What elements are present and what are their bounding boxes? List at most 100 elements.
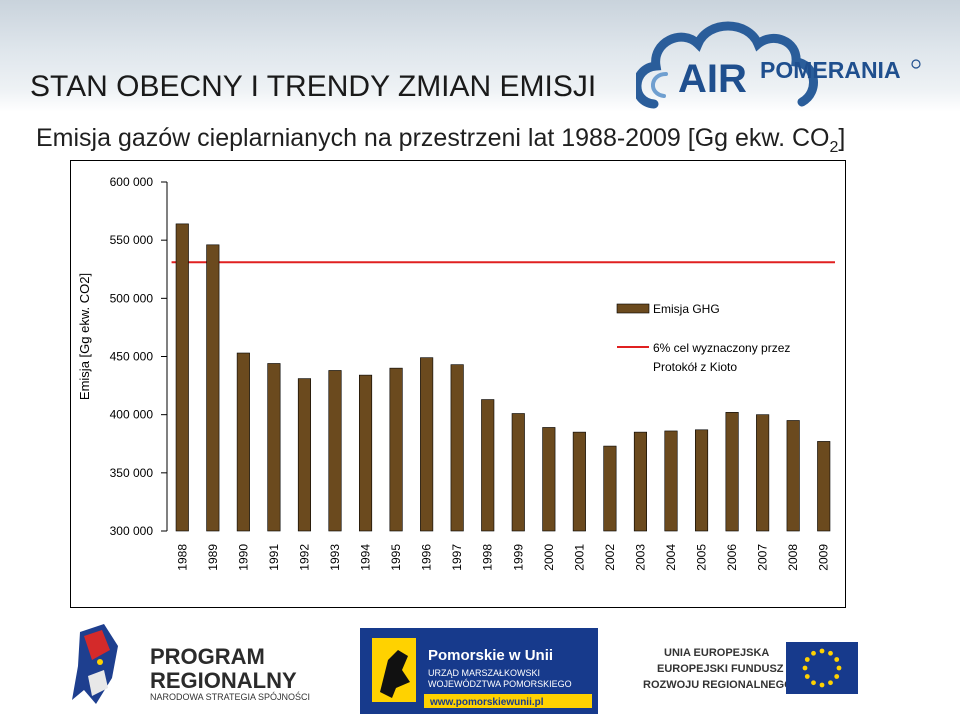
subtitle-text: Emisja gazów cieplarnianych na przestrze…	[36, 124, 830, 152]
bar-2006	[725, 412, 739, 532]
x-tick-label: 2009	[817, 544, 831, 571]
y-tick-label: 450 000	[110, 350, 154, 364]
eu-star	[834, 674, 840, 679]
eu-star	[804, 657, 810, 662]
cloud-icon	[636, 21, 818, 109]
eu-stars-icon	[802, 648, 842, 688]
bar-2007	[756, 414, 770, 532]
eu-star	[819, 682, 825, 688]
y-tick-label: 400 000	[110, 408, 154, 422]
x-tick-label: 1993	[328, 544, 342, 571]
chart-subtitle: Emisja gazów cieplarnianych na przestrze…	[36, 124, 845, 157]
x-tick-label: 2001	[572, 544, 586, 571]
legend-label-ghg: Emisja GHG	[653, 302, 720, 316]
x-tick-label: 2005	[695, 544, 709, 571]
x-tick-label: 1988	[175, 544, 189, 571]
bar-1999	[511, 413, 525, 532]
bar-1993	[328, 370, 342, 532]
y-tick-label: 350 000	[110, 466, 154, 480]
y-tick-label: 600 000	[110, 175, 154, 189]
bar-2009	[817, 441, 831, 532]
svg-text:ROZWOJU REGIONALNEGO: ROZWOJU REGIONALNEGO	[643, 679, 793, 691]
subtitle-subscript: 2	[829, 139, 839, 156]
eu-star	[819, 648, 825, 654]
x-tick-label: 2006	[725, 544, 739, 571]
eu-star	[804, 674, 810, 679]
x-tick-label: 1990	[236, 544, 250, 571]
bar-1995	[389, 367, 403, 532]
svg-text:URZĄD MARSZAŁKOWSKI: URZĄD MARSZAŁKOWSKI	[428, 668, 540, 678]
legend-swatch-ghg	[616, 303, 650, 314]
bar-1992	[297, 378, 312, 532]
x-tick-label: 2008	[786, 544, 800, 571]
pomorskie-w-unii-logo: Pomorskie w Unii URZĄD MARSZAŁKOWSKI WOJ…	[360, 628, 598, 714]
bar-2003	[633, 431, 648, 532]
eu-star	[834, 657, 840, 662]
svg-text:EUROPEJSKI FUNDUSZ: EUROPEJSKI FUNDUSZ	[657, 663, 784, 675]
eu-star	[836, 665, 842, 671]
bar-1998	[481, 399, 495, 532]
svg-text:Pomorskie w Unii: Pomorskie w Unii	[428, 647, 553, 664]
x-tick-label: 1999	[511, 544, 525, 571]
x-tick-label: 1995	[389, 544, 403, 571]
unia-europejska-logo: UNIA EUROPEJSKA EUROPEJSKI FUNDUSZ ROZWO…	[643, 642, 858, 694]
bar-2004	[664, 430, 678, 532]
griffin-icon	[380, 650, 410, 698]
x-tick-label: 1996	[420, 544, 434, 571]
bar-2000	[542, 427, 556, 532]
x-tick-label: 2002	[603, 544, 617, 571]
subtitle-end: ]	[838, 124, 846, 152]
x-axis-labels: 1988 1989 1990 1991 1992 1993 1994 1995 1996 1997…	[175, 544, 830, 571]
x-tick-label: 2004	[664, 544, 678, 571]
eu-star	[828, 650, 833, 656]
bar-1991	[267, 363, 281, 532]
airpomerania-logo: AIR POMERANIA	[636, 21, 921, 109]
x-tick-label: 1994	[359, 544, 373, 571]
svg-text:UNIA EUROPEJSKA: UNIA EUROPEJSKA	[664, 647, 769, 659]
x-tick-label: 1989	[206, 544, 220, 571]
legend-label-kyoto-line2: Protokół z Kioto	[653, 360, 737, 374]
flag-star-icon	[72, 624, 118, 704]
svg-text:REGIONALNY: REGIONALNY	[150, 668, 297, 693]
bar-series	[175, 223, 831, 532]
x-tick-label: 1998	[481, 544, 495, 571]
svg-text:NARODOWA STRATEGIA SPÓJNOŚCI: NARODOWA STRATEGIA SPÓJNOŚCI	[150, 691, 310, 702]
y-axis-label: Emisja [Gg ekw. CO2]	[77, 273, 92, 400]
bar-1989	[206, 244, 220, 532]
eu-star	[828, 680, 833, 686]
eu-star	[811, 680, 816, 686]
x-tick-label: 2000	[542, 544, 556, 571]
x-tick-label: 2003	[633, 544, 647, 571]
svg-text:WOJEWÓDZTWA POMORSKIEGO: WOJEWÓDZTWA POMORSKIEGO	[428, 679, 572, 689]
svg-text:PROGRAM: PROGRAM	[150, 644, 265, 669]
bar-1996	[420, 357, 434, 532]
bar-1988	[175, 223, 189, 532]
legend: Emisja GHG 6% cel wyznaczony przez Proto…	[616, 302, 790, 374]
eu-star	[811, 650, 816, 656]
bar-1990	[236, 352, 250, 532]
bar-1997	[450, 364, 464, 532]
y-tick-label: 300 000	[110, 524, 154, 538]
bar-2001	[572, 431, 586, 532]
chart-frame: 300 000 350 000 400 000 450 000 500 000 550 0…	[70, 160, 846, 608]
logo-text: AIR	[678, 57, 747, 101]
bar-1994	[358, 374, 373, 532]
program-regionalny-logo: PROGRAM REGIONALNY NARODOWA STRATEGIA SP…	[72, 624, 310, 704]
y-tick-label: 500 000	[110, 291, 154, 305]
page-title: STAN OBECNY I TRENDY ZMIAN EMISJI	[30, 70, 597, 103]
y-axis: 300 000 350 000 400 000 450 000 500 000 550 0…	[110, 175, 168, 538]
bar-2002	[603, 445, 617, 532]
emission-chart: 300 000 350 000 400 000 450 000 500 000 550 0…	[77, 175, 835, 571]
footer-logos: PROGRAM REGIONALNY NARODOWA STRATEGIA SP…	[72, 624, 858, 714]
x-tick-label: 2007	[756, 544, 770, 571]
legend-label-kyoto-line1: 6% cel wyznaczony przez	[653, 341, 790, 355]
svg-text:POMERANIA: POMERANIA	[760, 57, 901, 83]
y-tick-label: 550 000	[110, 233, 154, 247]
x-tick-label: 1997	[450, 544, 464, 571]
bar-2008	[786, 420, 800, 532]
x-tick-label: 1991	[267, 544, 281, 571]
eu-star	[802, 665, 808, 671]
bar-2005	[694, 429, 709, 532]
x-tick-label: 1992	[297, 544, 311, 571]
svg-text:www.pomorskiewunii.pl: www.pomorskiewunii.pl	[429, 697, 544, 708]
